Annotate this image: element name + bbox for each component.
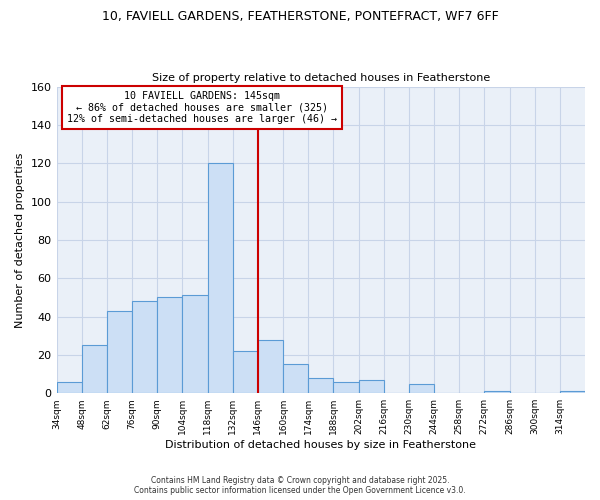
Bar	[334, 382, 359, 393]
Bar	[409, 384, 434, 393]
Bar	[107, 311, 132, 393]
Bar	[56, 382, 82, 393]
Text: 10, FAVIELL GARDENS, FEATHERSTONE, PONTEFRACT, WF7 6FF: 10, FAVIELL GARDENS, FEATHERSTONE, PONTE…	[101, 10, 499, 23]
Bar	[560, 392, 585, 393]
Title: Size of property relative to detached houses in Featherstone: Size of property relative to detached ho…	[152, 73, 490, 83]
Bar	[233, 351, 258, 393]
Bar	[208, 163, 233, 393]
Bar	[182, 296, 208, 393]
Text: 10 FAVIELL GARDENS: 145sqm
← 86% of detached houses are smaller (325)
12% of sem: 10 FAVIELL GARDENS: 145sqm ← 86% of deta…	[67, 91, 337, 124]
Bar	[82, 346, 107, 393]
Bar	[484, 392, 509, 393]
Bar	[132, 301, 157, 393]
Bar	[359, 380, 383, 393]
Bar	[157, 298, 182, 393]
Text: Contains HM Land Registry data © Crown copyright and database right 2025.
Contai: Contains HM Land Registry data © Crown c…	[134, 476, 466, 495]
Y-axis label: Number of detached properties: Number of detached properties	[15, 152, 25, 328]
Bar	[258, 340, 283, 393]
Bar	[283, 364, 308, 393]
Bar	[308, 378, 334, 393]
X-axis label: Distribution of detached houses by size in Featherstone: Distribution of detached houses by size …	[165, 440, 476, 450]
